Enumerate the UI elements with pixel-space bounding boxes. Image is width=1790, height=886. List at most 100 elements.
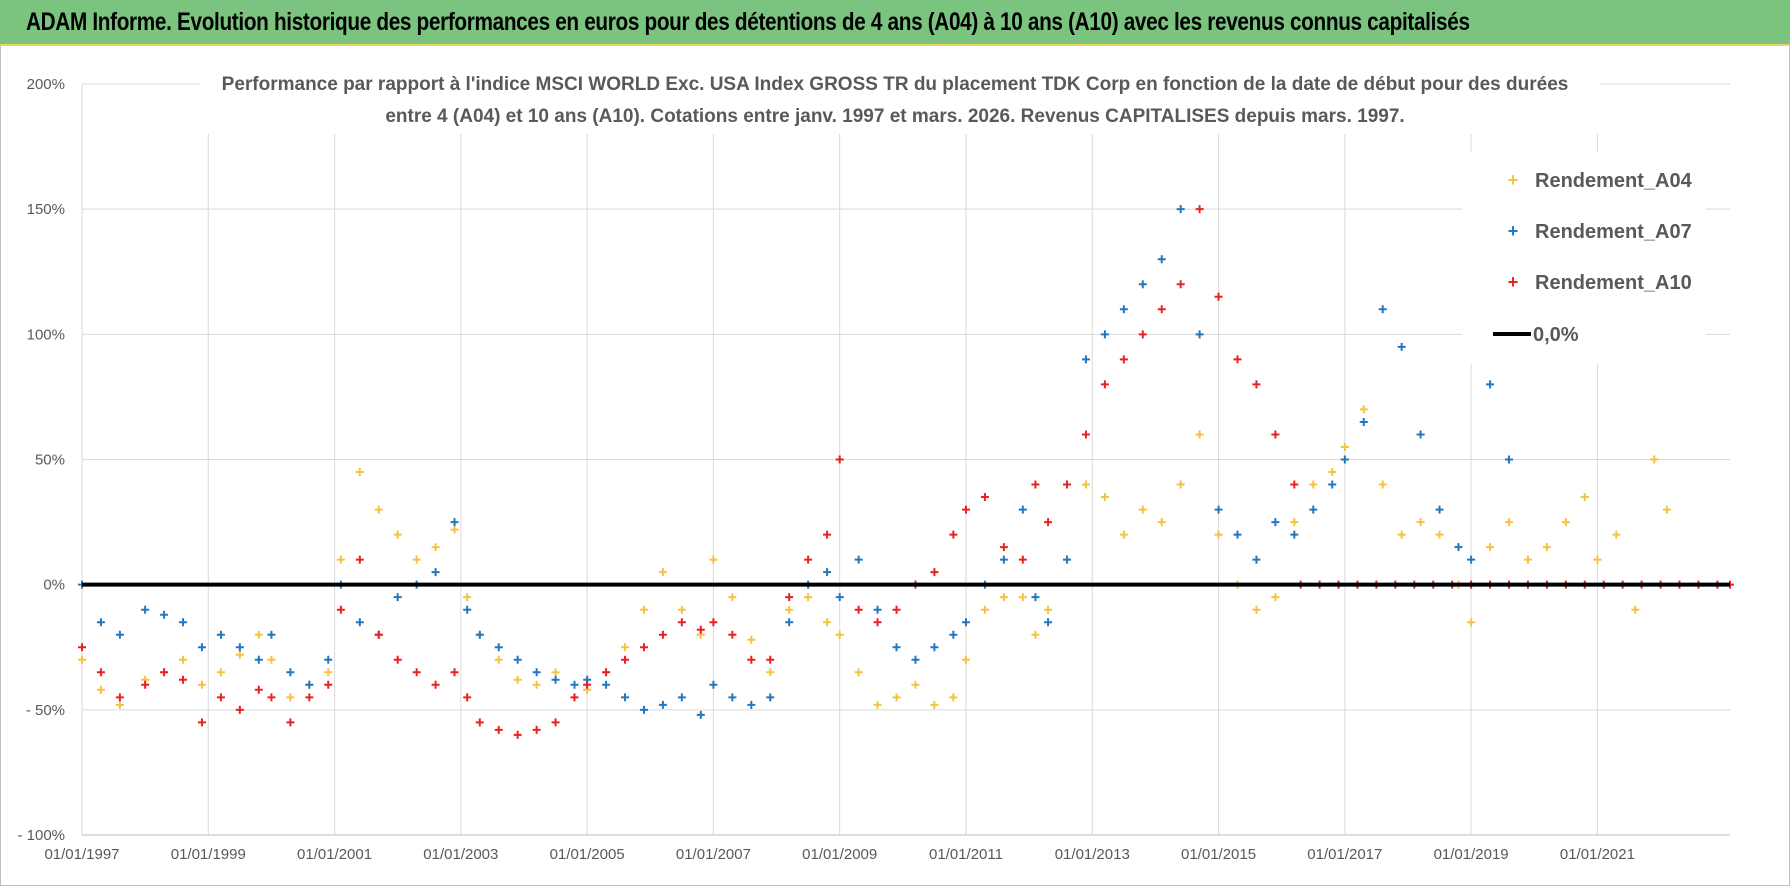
point-a10 — [570, 693, 579, 702]
point-a07 — [1505, 455, 1513, 464]
chart-title-line-2: entre 4 (A04) et 10 ans (A10). Cotations… — [385, 106, 1404, 127]
point-a10 — [1214, 292, 1223, 301]
point-a10 — [804, 555, 813, 564]
legend-item-a10: + Rendement_A10 — [1508, 272, 1692, 294]
point-a04 — [374, 505, 383, 514]
x-tick-label: 01/01/2009 — [802, 846, 877, 863]
point-a07 — [1435, 505, 1444, 514]
legend-label-a10: Rendement_A10 — [1535, 272, 1692, 294]
point-a10 — [336, 605, 345, 614]
point-a10 — [96, 668, 105, 677]
point-a04 — [1157, 518, 1166, 527]
chart-title-line-1: Performance par rapport à l'indice MSCI … — [222, 74, 1569, 95]
point-a04 — [1505, 518, 1513, 527]
point-a04 — [785, 605, 794, 614]
point-a10 — [305, 693, 314, 702]
point-a10 — [677, 618, 686, 627]
point-a04 — [1593, 555, 1602, 564]
legend-label-a07: Rendement_A07 — [1535, 221, 1692, 243]
report-title: ADAM Informe. Evolution historique des p… — [26, 7, 1470, 36]
y-tick-label: 200% — [27, 76, 65, 93]
point-a10 — [254, 685, 263, 694]
point-a07 — [709, 680, 718, 689]
point-a07 — [677, 693, 686, 702]
x-tick-label: 01/01/2005 — [550, 846, 625, 863]
point-a04 — [1662, 505, 1671, 514]
point-a04 — [254, 630, 263, 639]
point-a07 — [1290, 530, 1299, 539]
point-a07 — [930, 643, 939, 652]
point-a04 — [1378, 480, 1387, 489]
point-a04 — [1290, 518, 1299, 527]
point-a04 — [1081, 480, 1090, 489]
point-a07 — [1252, 555, 1261, 564]
point-a07 — [1063, 555, 1072, 564]
point-a04 — [1486, 543, 1495, 552]
point-a07 — [115, 630, 124, 639]
x-tick-label: 01/01/2019 — [1434, 846, 1509, 863]
point-a04 — [1138, 505, 1147, 514]
point-a07 — [532, 668, 541, 677]
point-a07 — [513, 655, 522, 664]
point-a07 — [639, 705, 648, 714]
x-tick-label: 01/01/1999 — [171, 846, 246, 863]
point-a07 — [494, 643, 503, 652]
point-a04 — [1176, 480, 1185, 489]
point-a04 — [980, 605, 989, 614]
point-a04 — [1561, 518, 1570, 527]
point-a07 — [1454, 543, 1463, 552]
point-a07 — [621, 693, 630, 702]
point-a04 — [911, 680, 920, 689]
point-a04 — [1650, 455, 1659, 464]
point-a04 — [324, 668, 333, 677]
y-tick-label: 50% — [35, 452, 65, 469]
point-a07 — [1157, 255, 1166, 264]
point-a04 — [804, 593, 813, 602]
point-a07 — [1044, 618, 1053, 627]
header-banner: ADAM Informe. Evolution historique des p… — [0, 0, 1790, 46]
y-tick-label: - 100% — [17, 827, 65, 844]
point-a10 — [930, 568, 939, 577]
point-a10 — [949, 530, 958, 539]
point-a04 — [355, 468, 364, 477]
point-a07 — [785, 618, 794, 627]
point-a04 — [1359, 405, 1368, 414]
point-a04 — [747, 635, 756, 644]
point-a04 — [179, 655, 188, 664]
point-a04 — [1580, 493, 1589, 502]
point-a10 — [766, 655, 775, 664]
point-a10 — [141, 680, 150, 689]
legend-marker-a07: + — [1508, 221, 1519, 241]
point-a07 — [747, 700, 756, 709]
point-a10 — [450, 668, 459, 677]
point-a04 — [463, 593, 472, 602]
point-a07 — [1309, 505, 1318, 514]
series-a10 — [78, 205, 1299, 739]
point-a04 — [1612, 530, 1621, 539]
x-axis: 01/01/1997 01/01/1999 01/01/2001 01/01/2003… — [44, 834, 1730, 863]
point-a07 — [1018, 505, 1027, 514]
point-a04 — [949, 693, 958, 702]
point-a04 — [639, 605, 648, 614]
point-a07 — [179, 618, 188, 627]
point-a07 — [766, 693, 775, 702]
point-a07 — [1100, 330, 1109, 339]
point-a04 — [450, 525, 459, 534]
x-tick-label: 01/01/2021 — [1560, 846, 1635, 863]
point-a10 — [835, 455, 844, 464]
point-a10 — [115, 693, 124, 702]
point-a07 — [1195, 330, 1204, 339]
point-a10 — [324, 680, 333, 689]
point-a07 — [393, 593, 402, 602]
point-a10 — [980, 493, 989, 502]
data-marks — [78, 205, 1734, 739]
point-a04 — [658, 568, 667, 577]
legend-label-zero: 0,0% — [1533, 324, 1579, 346]
point-a07 — [551, 675, 560, 684]
point-a07 — [450, 518, 459, 527]
point-a07 — [1233, 530, 1242, 539]
point-a04 — [677, 605, 686, 614]
point-a10 — [1252, 380, 1261, 389]
point-a10 — [696, 625, 705, 634]
point-a10 — [1018, 555, 1027, 564]
